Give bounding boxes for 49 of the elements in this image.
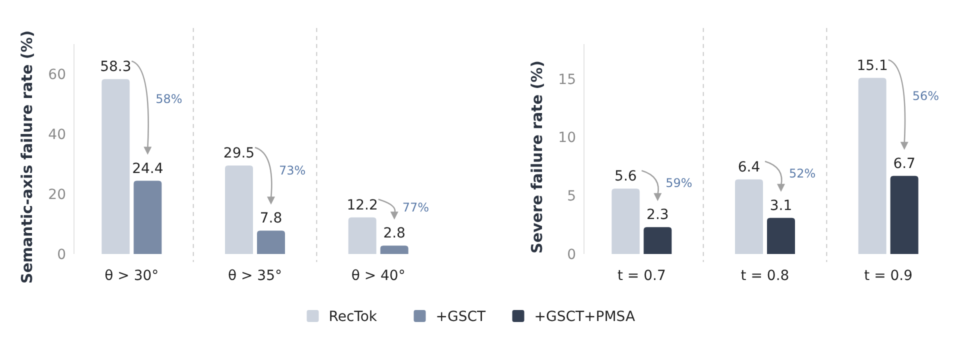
data-label: 6.4 — [738, 159, 760, 176]
data-label: 12.2 — [346, 197, 378, 214]
y-tick-label: 40 — [48, 126, 66, 143]
y-tick-label: 15 — [558, 72, 576, 88]
annotation: 77% — [402, 200, 430, 215]
x-tick-label: t = 0.8 — [740, 268, 790, 284]
y-axis-title: Semantic-axis failure rate (%) — [18, 30, 36, 284]
bar — [134, 180, 162, 254]
annotation: 59% — [666, 176, 692, 190]
data-label: 29.5 — [223, 146, 255, 162]
bar — [102, 79, 130, 254]
data-label: 7.8 — [260, 210, 282, 227]
y-tick-label: 10 — [558, 130, 576, 146]
data-label: 2.3 — [646, 207, 669, 224]
bar — [767, 218, 795, 254]
data-label: 2.8 — [383, 226, 406, 242]
annotation: 73% — [279, 164, 306, 178]
annotation: 58% — [156, 92, 182, 106]
y-tick-label: 60 — [48, 66, 66, 83]
y-tick-label: 0 — [567, 246, 576, 263]
x-tick-label: t = 0.7 — [617, 268, 666, 284]
legend-label: +GSCT+PMSA — [534, 308, 636, 325]
data-label: 58.3 — [100, 59, 132, 76]
annotation: 56% — [912, 89, 940, 104]
x-tick-label: θ > 30° — [104, 268, 159, 284]
data-label: 3.1 — [770, 198, 792, 214]
bar — [858, 78, 886, 254]
bar — [612, 188, 640, 254]
bar — [735, 179, 763, 254]
bar — [644, 227, 672, 254]
y-tick-label: 5 — [567, 188, 576, 205]
y-axis-title: Severe failure rate (%) — [528, 60, 546, 254]
data-label: 5.6 — [614, 168, 637, 185]
bar — [348, 217, 376, 254]
legend-label: RecTok — [328, 308, 378, 325]
legend-label: +GSCT — [436, 308, 486, 325]
x-tick-label: θ > 35° — [228, 268, 282, 284]
annotation: 52% — [789, 166, 816, 181]
x-tick-label: θ > 40° — [351, 268, 406, 284]
bar — [380, 246, 408, 254]
data-label: 15.1 — [856, 58, 888, 74]
data-label: 6.7 — [893, 156, 916, 172]
data-label: 24.4 — [132, 160, 164, 177]
bar — [890, 176, 918, 254]
x-tick-label: t = 0.9 — [864, 268, 913, 284]
bar — [257, 230, 285, 254]
y-tick-label: 20 — [48, 186, 66, 203]
bar — [225, 166, 253, 254]
y-tick-label: 0 — [57, 246, 66, 263]
